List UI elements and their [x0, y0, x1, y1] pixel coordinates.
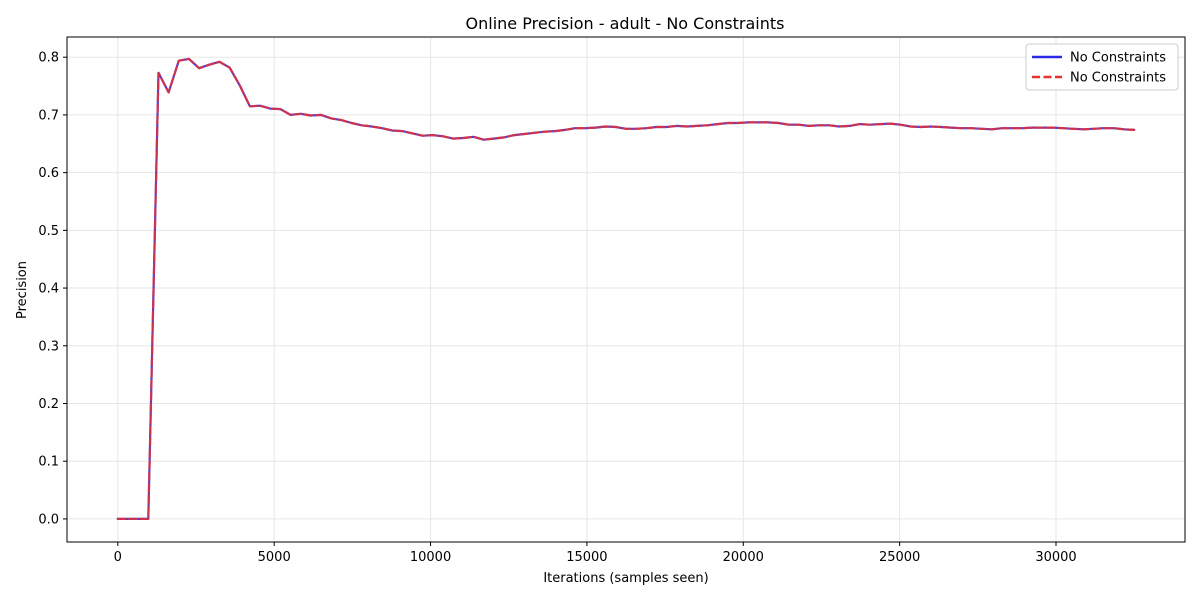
x-tick-label: 25000: [879, 550, 920, 565]
x-tick-label: 30000: [1035, 550, 1076, 565]
series-layer: [116, 57, 1136, 521]
y-tick-label: 0.3: [38, 339, 59, 354]
x-tick-label: 15000: [566, 550, 607, 565]
y-tick-label: 0.0: [38, 512, 59, 527]
legend: No Constraints No Constraints: [1025, 43, 1179, 91]
y-tick-label: 0.7: [38, 108, 59, 123]
y-tick-label: 0.4: [38, 282, 59, 297]
y-tick-label: 0.1: [38, 455, 59, 470]
y-tick-label: 0.8: [38, 51, 59, 66]
ticks: 0 5000 10000 15000 20000 25000 30000 0.0 0.1 0.2 0…: [38, 51, 1076, 565]
y-tick-label: 0.6: [38, 166, 59, 181]
series-line-dashed: [116, 57, 1136, 521]
x-axis-label: Iterations (samples seen): [543, 571, 708, 586]
x-tick-label: 5000: [258, 550, 291, 565]
y-tick-label: 0.5: [38, 224, 59, 239]
x-tick-label: 20000: [723, 550, 764, 565]
chart-title: Online Precision - adult - No Constraint…: [466, 14, 785, 33]
y-tick-label: 0.2: [38, 397, 59, 412]
legend-label-dashed: No Constraints: [1070, 71, 1166, 86]
x-tick-label: 10000: [410, 550, 451, 565]
grid: [67, 37, 1185, 542]
legend-box: [1025, 43, 1179, 91]
plot-frame: [66, 36, 1186, 543]
x-tick-label: 0: [114, 550, 122, 565]
y-axis-label: Precision: [15, 261, 30, 319]
legend-label-solid: No Constraints: [1070, 51, 1166, 66]
